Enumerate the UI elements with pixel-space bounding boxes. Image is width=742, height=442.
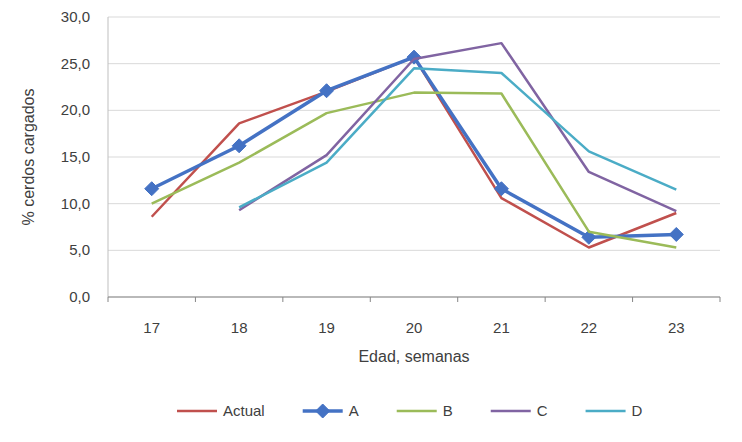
marker: [494, 182, 508, 196]
marker: [320, 84, 334, 98]
legend-swatch: [397, 410, 437, 413]
legend-label: Actual: [223, 402, 265, 419]
x-tick-label: 17: [143, 319, 160, 336]
x-tick-label: 19: [318, 319, 335, 336]
grid-line: [108, 110, 720, 111]
y-axis-line: [108, 17, 109, 297]
y-tick-label: 15,0: [61, 148, 90, 165]
x-tick-mark: [545, 297, 546, 302]
marker: [232, 139, 246, 153]
series-line: [152, 57, 677, 237]
x-axis-title: Edad, semanas: [358, 348, 469, 365]
legend-label: B: [443, 402, 453, 419]
marker: [316, 404, 330, 418]
plot-area: [145, 43, 684, 247]
grid-line: [108, 157, 720, 158]
x-tick-mark: [195, 297, 196, 302]
x-tick-mark: [282, 297, 283, 302]
series-line: [239, 68, 676, 207]
grid-line: [108, 17, 720, 18]
legend-label: D: [632, 402, 643, 419]
y-tick-label: 5,0: [69, 241, 90, 258]
x-tick-mark: [632, 297, 633, 302]
x-axis-line: [108, 297, 720, 298]
x-tick-label: 23: [668, 319, 685, 336]
legend-swatch: [491, 410, 531, 413]
legend-swatch: [177, 410, 217, 413]
marker: [145, 182, 159, 196]
grid-line: [108, 203, 720, 204]
legend-label: A: [349, 402, 359, 419]
x-tick-label: 18: [231, 319, 248, 336]
y-tick-label: 10,0: [61, 195, 90, 212]
series-line: [239, 43, 676, 211]
x-tick-mark: [370, 297, 371, 302]
legend-swatch: [586, 410, 626, 413]
marker: [669, 227, 683, 241]
series-line: [152, 93, 677, 248]
y-tick-label: 25,0: [61, 55, 90, 72]
x-tick-mark: [720, 297, 721, 302]
legend-label: C: [537, 402, 548, 419]
chart: 0,0 5,0 10,0 15,0 20,0 25,0 30,0 17 18 19 20 21 22 23…: [0, 0, 742, 442]
x-tick-label: 20: [406, 319, 423, 336]
y-tick-label: 0,0: [69, 288, 90, 305]
grid-line: [108, 250, 720, 251]
legend-marker: [316, 404, 330, 418]
y-tick-label: 20,0: [61, 101, 90, 118]
x-tick-mark: [108, 297, 109, 302]
x-tick-mark: [457, 297, 458, 302]
x-tick-label: 21: [493, 319, 510, 336]
x-tick-label: 22: [581, 319, 598, 336]
series-line: [152, 57, 677, 247]
y-tick-label: 30,0: [61, 8, 90, 25]
y-axis-title: % cerdos cargados: [20, 89, 37, 226]
legend: Actual A B C D: [177, 402, 643, 419]
grid-line: [108, 297, 720, 298]
